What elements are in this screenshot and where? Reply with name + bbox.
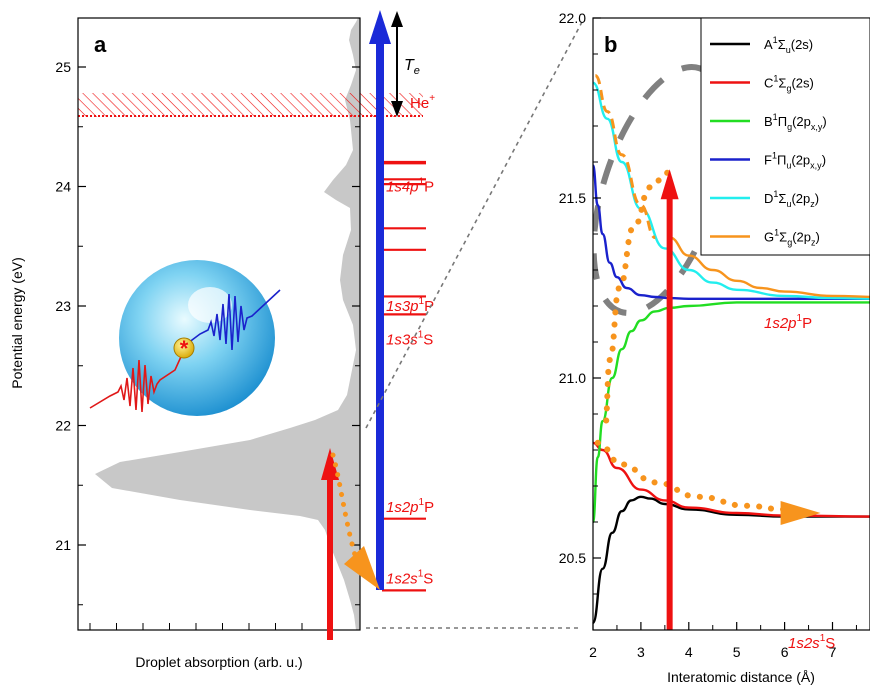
excitation-star-icon: * (180, 336, 189, 361)
sphere-highlight (188, 287, 232, 323)
panel-b-y-ticks: 20.5 21.0 21.5 22.0 (559, 10, 601, 631)
series-line-2 (593, 301, 870, 524)
orange-relaxation-head (344, 546, 380, 590)
panel-b: 20.521.021.522.0 2345678 b Interatomic d… (559, 10, 870, 685)
panel-b-xtick-label: 7 (829, 644, 837, 660)
panel-b-ytick-label: 21.5 (559, 190, 586, 206)
blue-arrow-head (369, 10, 391, 44)
he-ion-label: He+ (410, 93, 435, 112)
outgoing-pulse (183, 289, 281, 351)
panel-b-xlabel: Interatomic distance (Å) (667, 669, 815, 685)
he-ion-band (78, 93, 423, 117)
panel-b-xtick-label: 3 (637, 644, 645, 660)
zoom-connector-top (365, 21, 583, 429)
panel-a-label: a (94, 32, 107, 57)
legend-entry: C1Σg(2s) (764, 74, 814, 94)
state-levels: 1s4p1P 1s3p1P 1s3s1S 1s2p1P 1s2s1S (382, 160, 434, 592)
droplet-sphere (119, 260, 275, 416)
orange-dashed-trajectory (593, 74, 657, 240)
state-label: 1s2s1S (386, 568, 433, 587)
panel-b-xtick-label: 4 (685, 644, 693, 660)
panel-b-ytick-label: 21.0 (559, 370, 586, 386)
asymptote-label-2s: 1s2s1S (788, 633, 835, 652)
incoming-pulse (89, 349, 185, 413)
potential-curves (593, 81, 870, 624)
te-arrow-head-top (391, 11, 403, 27)
asymptote-label-2p: 1s2p1P (764, 313, 812, 332)
series-line-3 (593, 164, 870, 301)
panel-b-xtick-label: 5 (733, 644, 741, 660)
orange-relaxation-path (330, 452, 358, 558)
panel-a-ylabel: Potential energy (eV) (9, 257, 25, 389)
excited-atom (173, 337, 195, 359)
panel-b-label: b (604, 32, 617, 57)
legend-entry: G1Σg(2pz) (764, 228, 820, 248)
panel-b-xtick-label: 6 (781, 644, 789, 660)
te-label: Te (404, 57, 420, 77)
state-label: 1s3p1P (386, 296, 434, 315)
legend-entry: B1Πg(2px,y) (764, 112, 827, 132)
panel-b-ytick-label: 22.0 (559, 10, 586, 26)
panel-a-y-ticks: 21 22 23 24 25 (55, 59, 360, 606)
legend-box (700, 17, 870, 256)
panel-a: * 21 22 23 24 25 a Potential energy (eV) Dro… (9, 10, 435, 670)
orange-dotted-bottom-trajectory (594, 439, 788, 513)
series-line-4 (593, 81, 870, 300)
panel-a-x-ticks (89, 623, 329, 630)
legend: A1Σu(2s) C1Σg(2s) B1Πg(2px,y) F1Πu(2px,y) D1… (700, 17, 870, 256)
panel-a-ytick-label: 24 (55, 179, 71, 195)
absorption-spectrum (95, 18, 360, 630)
panel-b-overlays (593, 74, 821, 630)
legend-entry: D1Σu(2pz) (764, 189, 819, 209)
panel-a-ytick-label: 21 (55, 537, 71, 553)
orange-arrow-head-bottom (780, 501, 821, 525)
red-pump-arrow-b-head (660, 169, 679, 200)
panel-a-xlabel: Droplet absorption (arb. u.) (135, 654, 302, 670)
state-label: 1s4p1P (386, 177, 434, 196)
state-label: 1s3s1S (386, 329, 433, 348)
panel-a-ytick-label: 23 (55, 298, 71, 314)
series-line-5 (669, 236, 870, 299)
droplet-sphere-illustration: * (89, 260, 281, 416)
panel-a-ytick-label: 22 (55, 418, 71, 434)
te-arrow-head-bottom (391, 101, 403, 117)
panel-b-xtick-label: 2 (589, 644, 597, 660)
panel-b-x-ticks: 2345678 (589, 622, 857, 660)
legend-entry: F1Πu(2px,y) (764, 151, 826, 171)
legend-entry: A1Σu(2s) (764, 35, 813, 55)
series-line-0 (593, 495, 870, 624)
orange-dotted-trajectory (601, 169, 671, 432)
panel-a-frame (77, 17, 361, 631)
red-pump-arrow-head (321, 448, 339, 480)
series-line-1 (593, 441, 870, 518)
panel-a-ytick-label: 25 (55, 59, 71, 75)
state-label: 1s2p1P (386, 497, 434, 516)
panel-b-ytick-label: 20.5 (559, 550, 586, 566)
